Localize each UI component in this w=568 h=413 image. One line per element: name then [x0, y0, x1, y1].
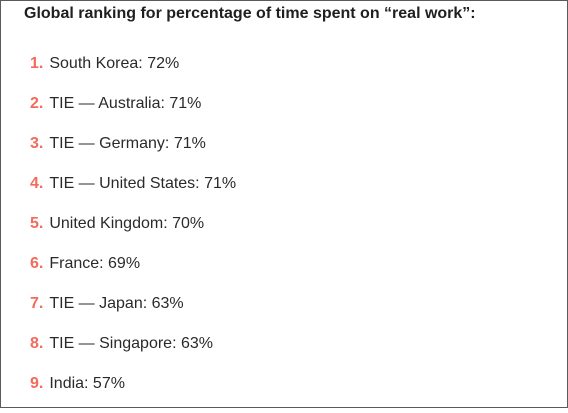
- rank-text: India: 57%: [49, 375, 125, 392]
- rank-number: 6.: [30, 255, 44, 272]
- rank-text: TIE — Singapore: 63%: [49, 335, 213, 352]
- ranking-item-7: 7. TIE — Japan: 63%: [30, 293, 236, 333]
- ranking-item-4: 4. TIE — United States: 71%: [30, 173, 236, 213]
- rank-text: TIE — United States: 71%: [49, 175, 237, 192]
- ranking-item-5: 5. United Kingdom: 70%: [30, 213, 236, 253]
- rank-number: 2.: [30, 95, 44, 112]
- rank-number: 3.: [30, 135, 44, 152]
- rank-text: TIE — Australia: 71%: [49, 95, 202, 112]
- rank-number: 9.: [30, 375, 44, 392]
- ranking-item-1: 1. South Korea: 72%: [30, 53, 236, 93]
- rank-text: France: 69%: [49, 255, 141, 272]
- ranking-list: 1. South Korea: 72% 2. TIE — Australia: 71…: [30, 53, 236, 413]
- ranking-item-9: 9. India: 57%: [30, 373, 236, 413]
- rank-number: 5.: [30, 215, 44, 232]
- rank-number: 1.: [30, 55, 44, 72]
- rank-text: South Korea: 72%: [49, 55, 180, 72]
- ranking-item-3: 3. TIE — Germany: 71%: [30, 133, 236, 173]
- rank-text: United Kingdom: 70%: [49, 215, 205, 232]
- rank-text: TIE — Germany: 71%: [49, 135, 206, 152]
- rank-number: 7.: [30, 295, 44, 312]
- ranking-item-8: 8. TIE — Singapore: 63%: [30, 333, 236, 373]
- ranking-item-2: 2. TIE — Australia: 71%: [30, 93, 236, 133]
- page-title: Global ranking for percentage of time sp…: [24, 5, 476, 22]
- rank-number: 8.: [30, 335, 44, 352]
- rank-number: 4.: [30, 175, 44, 192]
- rank-text: TIE — Japan: 63%: [49, 295, 184, 312]
- ranking-item-6: 6. France: 69%: [30, 253, 236, 293]
